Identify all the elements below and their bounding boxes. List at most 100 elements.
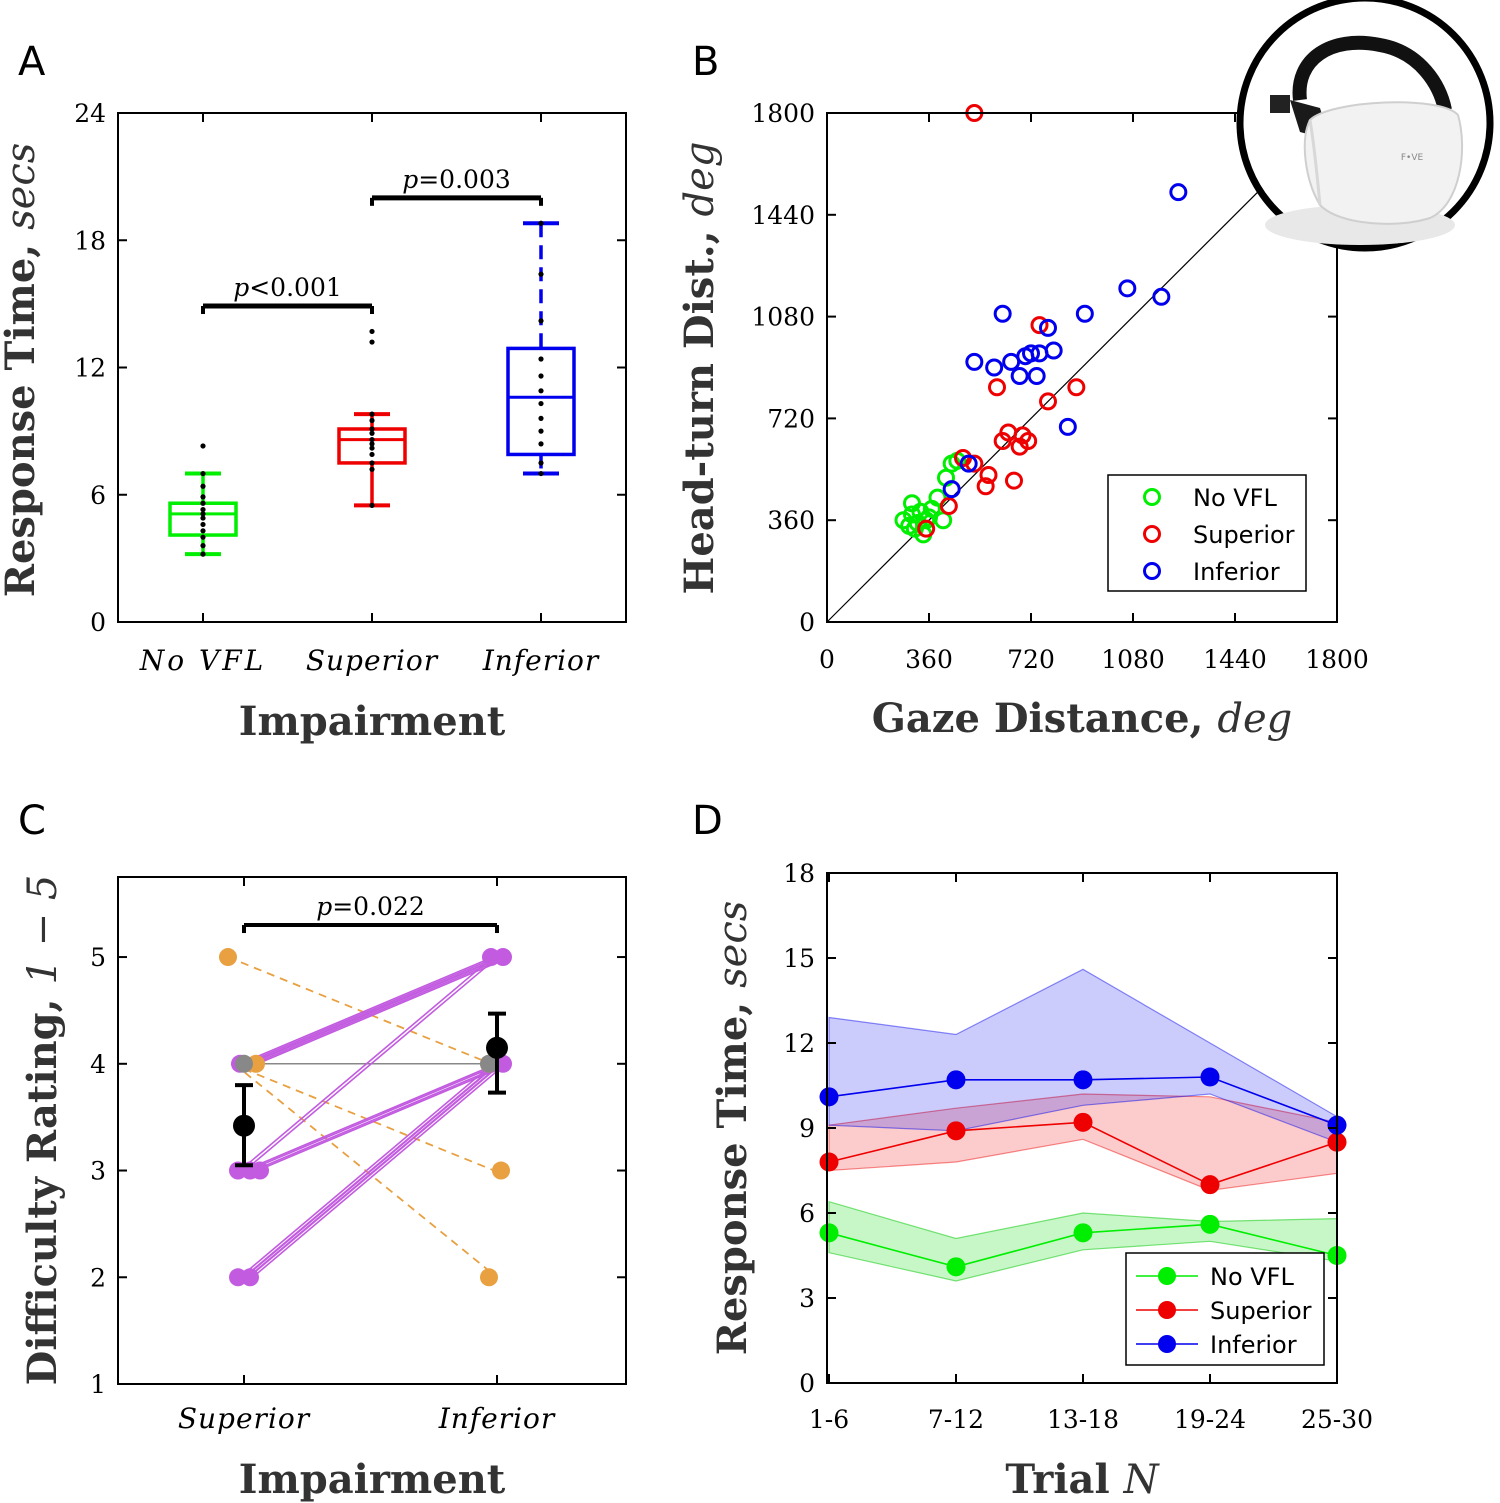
panel-d-line: 0 3 6 9 12 15 18 1-6 7-12 13-18 19-24 25-30 Respons…: [709, 859, 1373, 1503]
panel-d-ytick-label: 3: [799, 1284, 815, 1313]
box-datapoint: [200, 483, 206, 489]
box-datapoint: [200, 515, 206, 521]
panel-c-xtick-label: Inferior: [438, 1402, 556, 1435]
box-iqr: [506, 346, 576, 457]
box-datapoint: [369, 445, 375, 451]
panel-c-xtick-label: Superior: [178, 1402, 311, 1435]
scatter-point-blue: [1118, 279, 1137, 298]
scatter-point-red: [939, 497, 958, 516]
pair-line-increase: [243, 1063, 498, 1278]
legend-marker-red: [1143, 525, 1161, 543]
series-point-blue: [1073, 1070, 1093, 1090]
mean-marker: [486, 1036, 508, 1059]
pvalue-number: =0.003: [418, 165, 511, 194]
box-datapoint: [538, 220, 544, 226]
box-datapoint: [369, 411, 375, 417]
series-point-red: [1073, 1112, 1093, 1132]
panel-d-xtick-label: 13-18: [1047, 1405, 1119, 1434]
box-datapoint: [200, 511, 206, 517]
panel-d-xlabel: Trial N: [1005, 1456, 1160, 1503]
headset-clip: [1270, 95, 1290, 113]
scatter-point-blue: [1152, 287, 1171, 306]
series-point-green: [1073, 1223, 1093, 1243]
panel-b-xtick-label: 360: [905, 645, 953, 674]
scatter-point-red: [1013, 426, 1032, 445]
panel-label-d: D: [692, 798, 723, 844]
significance-label: p=0.022: [316, 892, 425, 921]
box-datapoint: [369, 502, 375, 508]
panel-d-xtick-label: 1-6: [809, 1405, 849, 1434]
series-point-red: [1200, 1175, 1220, 1195]
panel-b-xtick-label: 720: [1007, 645, 1055, 674]
mean-marker: [233, 1114, 255, 1137]
panel-d-xtick-label: 7-12: [928, 1405, 984, 1434]
panel-c-ytick-label: 1: [90, 1370, 106, 1399]
box-datapoint: [369, 426, 375, 432]
legend-marker-blue: [1143, 562, 1161, 580]
box-datapoint: [538, 400, 544, 407]
pair-line-increase: [247, 960, 502, 1069]
panel-d-ylabel: Response Time, secs: [709, 901, 756, 1356]
significance-label: p=0.003: [402, 165, 511, 194]
pvalue-number: <0.001: [249, 273, 342, 302]
panel-b-xtick-label: 1800: [1305, 645, 1369, 674]
box-datapoint: [200, 534, 206, 540]
scatter-point-green: [928, 488, 947, 507]
box-datapoint: [200, 551, 206, 557]
panel-b-legend: No VFL Superior Inferior: [1107, 474, 1307, 592]
headset-body: [1303, 101, 1464, 225]
legend-label: Inferior: [1193, 558, 1280, 586]
pair-line-decrease: [227, 956, 492, 1065]
panel-c-paired: p=0.022 1 2 3 4 5 Superior Inferior Difficulty…: [19, 875, 627, 1503]
pair-line-increase: [243, 1063, 498, 1172]
legend-label: No VFL: [1210, 1263, 1294, 1291]
panel-a-ylabel: Response Time, secs: [0, 143, 44, 598]
pair-line-decrease: [230, 1062, 495, 1172]
scatter-point-red: [965, 454, 984, 473]
pair-line-increase: [247, 1067, 502, 1282]
box-datapoint: [369, 430, 375, 436]
rating-dot-overlap: [480, 1054, 498, 1073]
scatter-point-red: [1005, 471, 1023, 490]
box-datapoint: [369, 417, 375, 424]
series-point-red: [819, 1152, 839, 1172]
panel-b-ytick-label: 0: [799, 608, 815, 637]
panel-a-ytick-label: 18: [74, 226, 106, 255]
scatter-point-blue: [1044, 341, 1063, 360]
panel-b-legend-box: [1107, 474, 1307, 592]
panel-b-ytick-label: 1800: [751, 99, 815, 128]
box-datapoint: [200, 500, 206, 506]
panel-a-ytick-label: 12: [74, 354, 106, 383]
legend-marker-green: [1143, 488, 1161, 506]
panel-d-ytick-label: 0: [799, 1369, 815, 1398]
panel-d-xtick-label: 19-24: [1174, 1405, 1246, 1434]
rating-dot-inferior: [494, 948, 512, 967]
series-point-blue: [1200, 1067, 1220, 1087]
box-datapoint: [200, 494, 206, 500]
headset-edge: [1308, 119, 1322, 206]
panel-a-frame: [117, 112, 627, 623]
panel-b-ytick-label: 1440: [751, 201, 815, 230]
box-datapoint: [538, 388, 544, 394]
panel-c-ylabel: Difficulty Rating, 1 − 5: [19, 875, 66, 1386]
scatter-point-red: [1030, 316, 1049, 335]
panel-b-xtick-label: 0: [819, 645, 835, 674]
panel-b-scatter: 00 360 360 720 720 1080 1080 1440 1440 1800 1800 H…: [676, 0, 1494, 742]
pvalue-symbol: p: [402, 165, 418, 194]
scatter-point-blue: [1169, 183, 1188, 202]
scatter-point-blue: [965, 352, 984, 371]
scatter-point-blue: [1027, 366, 1046, 385]
panel-d-ytick-label: 6: [799, 1199, 815, 1228]
scatter-point-blue: [1022, 344, 1040, 363]
headset-inset: F•VE: [1236, 0, 1494, 252]
box-datapoint: [538, 470, 544, 477]
scatter-point-red: [976, 477, 995, 496]
panel-a-xtick-label: Inferior: [482, 644, 600, 677]
series-point-blue: [946, 1070, 966, 1090]
scatter-point-blue: [1058, 417, 1077, 436]
box-datapoint: [369, 328, 375, 335]
panel-b-xtick-label: 1440: [1203, 645, 1267, 674]
box-datapoint: [538, 356, 544, 362]
panel-a-xtick-label: No VFL: [139, 644, 267, 677]
